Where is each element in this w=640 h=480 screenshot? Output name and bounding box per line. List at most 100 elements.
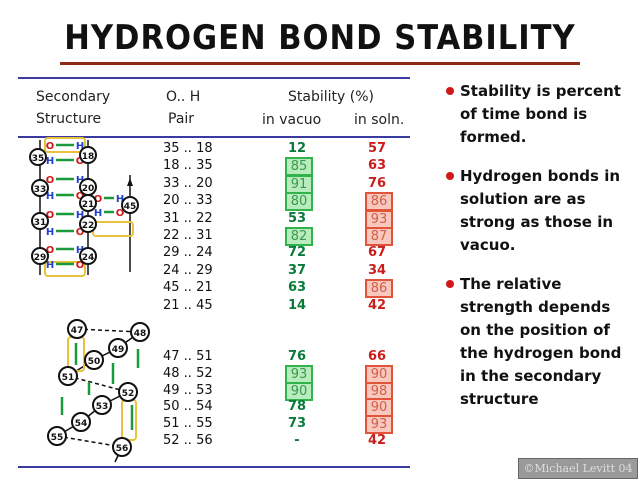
soln-value: 42 [367,297,387,313]
oxygen-atom: O [46,141,55,152]
backbone-dashed-line [56,435,123,448]
copyright-credit: ©Michael Levitt 04 [518,458,638,479]
oxygen-atom: O [76,156,85,167]
bullet-dot-icon [446,172,454,180]
oxygen-atom: O [76,191,85,202]
vacuo-value: 76 [287,349,307,364]
header-in-soln: in soln. [354,112,405,128]
residue-label: 52 [122,389,135,399]
residue-circle [67,319,87,339]
vacuo-value: 37 [287,262,307,278]
residue-label: 55 [51,433,64,443]
table-bottom-rule [18,466,410,468]
hydrogen-atom: H [94,208,102,219]
table-row: 21 .. 45 14 42 [0,298,420,314]
residue-label: 22 [82,221,95,231]
oh-pair: 50 .. 54 [163,399,213,415]
header-secondary: Secondary [36,89,111,105]
residue-circle [112,437,132,457]
table-row: 50 .. 54 78 90 [0,398,420,418]
oh-pair: 49 .. 53 [163,382,213,398]
vacuo-value: 91 [285,174,313,194]
table-row: 47 .. 51 76 66 [0,349,420,365]
soln-value: 76 [367,175,387,191]
residue-label: 47 [71,326,84,336]
oh-pair: 21 .. 45 [163,297,213,313]
bullet-item: The relative strength depends on the pos… [446,273,636,411]
residue-circle [29,148,47,166]
soln-value: 93 [365,415,393,435]
residue-circle [31,179,49,197]
highlight-box [44,137,86,153]
residue-circle [79,247,97,265]
oh-pair: 35 .. 18 [163,141,213,156]
oh-pair: 22 .. 31 [163,228,213,243]
header-oh: O.. H [166,89,201,105]
residue-circle [92,395,112,415]
soln-value: 63 [367,158,387,174]
hydrogen-atom: H [76,175,84,186]
slide-title: HYDROGEN BOND STABILITY [64,18,576,58]
oxygen-atom: O [76,227,85,238]
residue-label: 33 [34,185,47,195]
soln-value: 67 [367,245,387,261]
hydrogen-atom: H [76,141,84,152]
oh-pair: 52 .. 56 [163,433,213,448]
residue-label: 18 [82,152,95,162]
table-row: 20 .. 33 80 86 [0,192,420,212]
soln-value: 34 [367,262,387,278]
oh-pair: 33 .. 20 [163,175,213,191]
hydrogen-atom: H [76,245,84,256]
hydrogen-atom: H [46,260,54,271]
hydrogen-atom: H [116,194,124,205]
vacuo-value: - [294,433,300,448]
bullet-dot-icon [446,87,454,95]
residue-label: 48 [134,329,147,339]
header-structure: Structure [36,111,102,127]
header-pair: Pair [168,111,195,127]
residue-label: 49 [112,345,125,355]
residue-circle [31,212,49,230]
residue-circle [118,382,138,402]
table-row: 45 .. 21 63 86 [0,279,420,299]
oh-pair: 24 .. 29 [163,262,213,278]
soln-value: 66 [367,349,387,364]
hydrogen-atom: H [46,191,54,202]
vacuo-value: 82 [285,227,313,246]
vacuo-value: 85 [285,157,313,177]
oxygen-atom: O [116,208,125,219]
table-top-rule [18,77,410,79]
residue-circle [71,412,91,432]
oxygen-atom: O [94,194,103,205]
vacuo-value: 80 [285,192,313,212]
residue-label: 53 [96,402,109,412]
header-in-vacuo: in vacuo [262,112,322,128]
bullet-item: Stability is percent of time bond is for… [446,80,636,149]
table-row: 49 .. 53 90 98 [0,381,420,401]
vacuo-value: 63 [287,280,307,296]
oh-pair: 20 .. 33 [163,193,213,209]
soln-value: 57 [367,141,387,156]
residue-circle [121,196,139,214]
bullet-item: Hydrogen bonds in solution are as strong… [446,165,636,257]
residue-circle [58,366,78,386]
residue-label: 51 [62,373,75,383]
highlight-box [44,261,86,277]
oxygen-atom: O [46,210,55,221]
table-row: 18 .. 35 85 63 [0,157,420,177]
residue-label: 29 [34,253,47,263]
residue-circle [84,350,104,370]
residue-label: 50 [88,357,101,367]
header-stability: Stability (%) [288,89,374,105]
title-underline [60,62,580,65]
hydrogen-atom: H [46,227,54,238]
bullet-list: Stability is percent of time bond is for… [446,80,636,427]
arrow-up-icon [127,178,133,186]
oh-pair: 48 .. 52 [163,365,213,381]
oh-pair: 51 .. 55 [163,416,213,432]
vacuo-value: 90 [285,381,313,401]
hydrogen-atom: H [76,210,84,221]
residue-circle [108,338,128,358]
residue-label: 21 [82,200,95,210]
